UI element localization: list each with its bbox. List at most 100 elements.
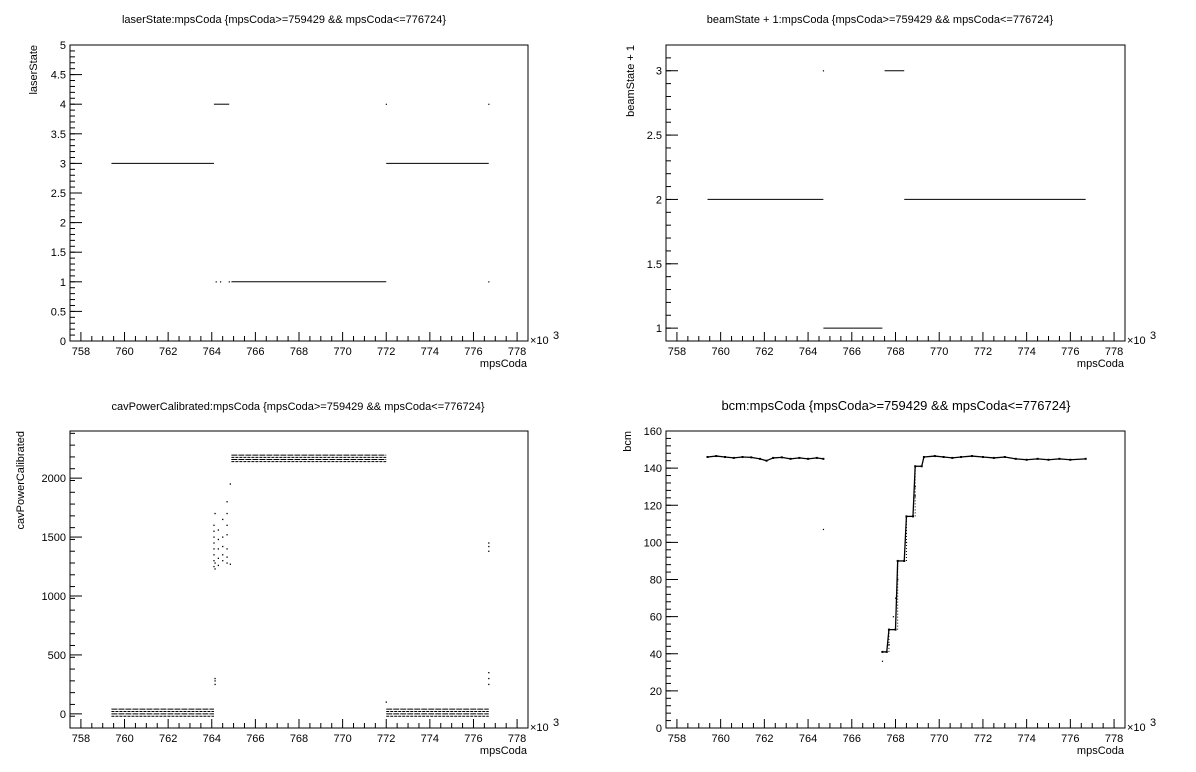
x-tick-label: 772 [974, 346, 992, 358]
x-tick-label: 772 [377, 346, 395, 358]
data-point [914, 486, 916, 488]
y-tick-label: 120 [644, 500, 662, 512]
data-point [214, 683, 216, 686]
x-tick-label: 772 [974, 733, 992, 745]
x-exponent-power: 3 [553, 717, 559, 729]
y-tick-label: 0.5 [51, 306, 66, 318]
data-point [213, 530, 215, 532]
data-trace [1004, 456, 1016, 460]
x-axis-label: mpsCoda [480, 745, 528, 757]
data-point [488, 550, 490, 552]
data-point [214, 512, 216, 515]
x-tick-label: 758 [668, 733, 686, 745]
data-point [822, 457, 825, 460]
data-point [217, 548, 220, 550]
data-point [217, 538, 220, 541]
y-axis-label: beamState + 1 [625, 45, 637, 117]
x-tick-label: 760 [115, 733, 133, 745]
data-point [1036, 457, 1039, 460]
data-point [226, 524, 228, 526]
data-point [222, 554, 224, 556]
y-tick-label: 3 [656, 66, 662, 78]
x-tick-label: 762 [755, 346, 773, 358]
plot-panel-3: cavPowerCalibrated:mpsCoda {mpsCoda>=759… [15, 401, 559, 757]
x-tick-label: 768 [886, 733, 904, 745]
x-tick-label: 762 [755, 733, 773, 745]
y-axis-label: laserState [28, 45, 40, 95]
plot-panel-1: laserState:mpsCoda {mpsCoda>=759429 && m… [28, 14, 559, 370]
chart-title: bcm:mpsCoda {mpsCoda>=759429 && mpsCoda<… [721, 398, 1071, 413]
data-trace [1048, 458, 1060, 461]
x-tick-label: 770 [333, 346, 351, 358]
x-tick-label: 764 [203, 346, 221, 358]
data-point [226, 501, 228, 503]
plot-panel-4: bcm:mpsCoda {mpsCoda>=759429 && mpsCoda<… [622, 398, 1156, 757]
x-exponent-power: 3 [553, 330, 559, 342]
data-point [488, 281, 490, 283]
data-point [789, 457, 792, 460]
data-point [960, 455, 963, 458]
x-tick-label: 758 [668, 346, 686, 358]
y-tick-label: 1.5 [51, 247, 66, 259]
data-point [951, 456, 954, 459]
data-trace [912, 466, 916, 517]
data-point [881, 650, 884, 653]
y-axis-label: cavPowerCalibrated [15, 431, 27, 529]
data-trace [733, 456, 743, 459]
data-point [213, 524, 215, 526]
data-point [213, 565, 215, 568]
x-tick-label: 766 [246, 733, 264, 745]
y-tick-label: 2000 [42, 473, 66, 485]
data-trace [934, 455, 944, 458]
data-point [229, 483, 231, 485]
y-axis-label: bcm [622, 431, 634, 452]
y-tick-label: 100 [644, 537, 662, 549]
y-tick-label: 3 [60, 158, 66, 170]
data-point [741, 455, 744, 458]
data-trace [759, 458, 767, 462]
data-point [911, 515, 914, 518]
data-point [894, 628, 897, 631]
data-point [213, 554, 215, 556]
y-tick-label: 0 [60, 709, 66, 721]
x-tick-label: 764 [203, 733, 221, 745]
x-tick-label: 762 [159, 346, 177, 358]
x-tick-label: 778 [1105, 733, 1123, 745]
y-tick-label: 1000 [42, 591, 66, 603]
data-point [213, 542, 215, 544]
x-tick-label: 764 [799, 733, 817, 745]
data-point [903, 559, 906, 562]
data-trace [816, 457, 824, 460]
data-trace [894, 560, 899, 630]
data-point [706, 455, 709, 458]
data-point [1025, 458, 1028, 461]
data-trace [952, 456, 962, 459]
x-axis-label: mpsCoda [480, 358, 528, 370]
data-point [1069, 458, 1072, 461]
data-point [213, 536, 215, 538]
data-point [222, 545, 224, 548]
plot-frame [665, 430, 1126, 729]
y-tick-label: 2 [60, 218, 66, 230]
data-trace [716, 455, 726, 458]
x-tick-label: 758 [72, 733, 90, 745]
data-point [772, 456, 775, 459]
data-point [488, 542, 490, 544]
x-tick-label: 774 [1017, 733, 1035, 745]
x-exponent-label: ×10 [1127, 722, 1146, 734]
y-tick-label: 1500 [42, 532, 66, 544]
data-point [914, 495, 916, 497]
data-trace [923, 455, 935, 458]
x-tick-label: 774 [1017, 346, 1035, 358]
data-point [226, 512, 228, 515]
data-point [724, 455, 727, 458]
chart-title: cavPowerCalibrated:mpsCoda {mpsCoda>=759… [111, 401, 484, 413]
x-tick-label: 762 [159, 733, 177, 745]
data-point [1058, 457, 1061, 460]
data-point [228, 281, 230, 283]
data-trace [773, 456, 782, 459]
data-point [226, 556, 228, 558]
data-point [914, 465, 917, 468]
x-axis-label: mpsCoda [1077, 358, 1125, 370]
